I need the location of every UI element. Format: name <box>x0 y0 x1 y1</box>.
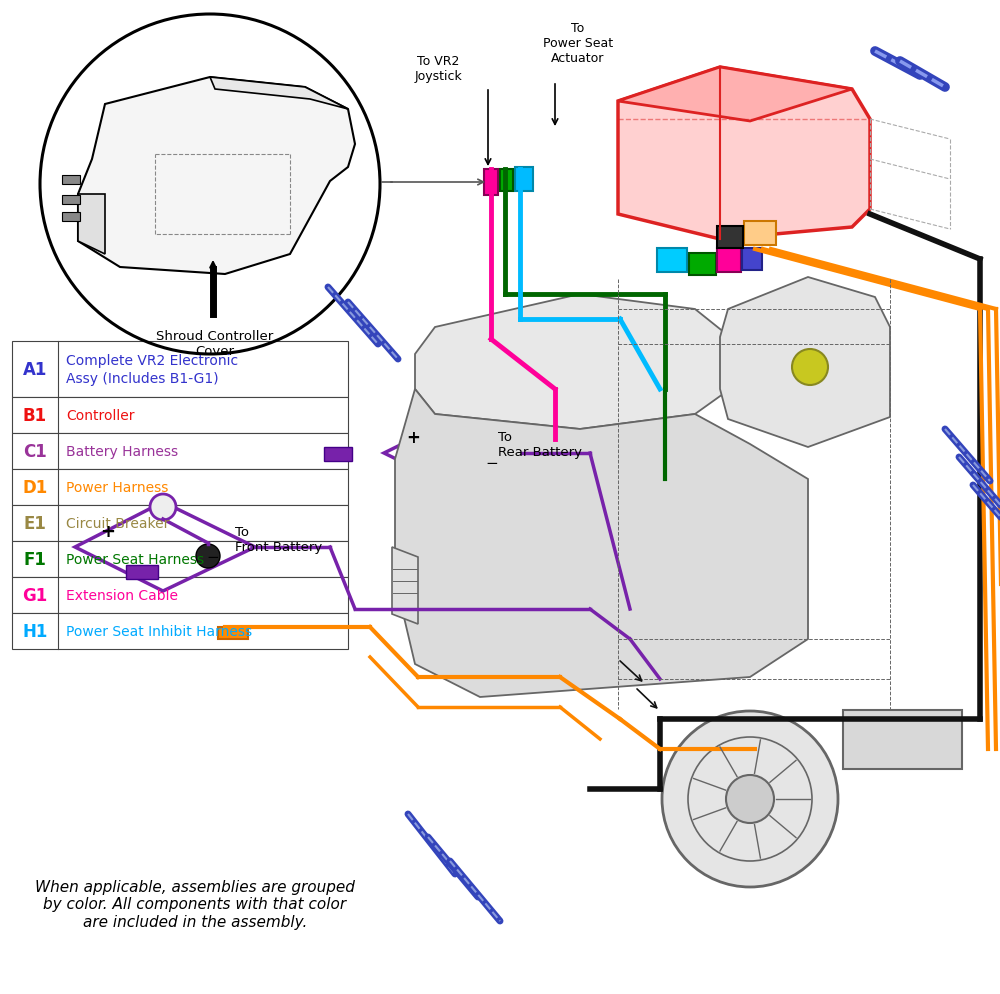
FancyBboxPatch shape <box>484 170 498 196</box>
Text: +: + <box>406 428 420 446</box>
Text: Extension Cable: Extension Cable <box>66 588 178 602</box>
Text: Power Seat Harness: Power Seat Harness <box>66 553 204 567</box>
Text: Assy (Includes B1-G1): Assy (Includes B1-G1) <box>66 372 219 386</box>
Circle shape <box>662 712 838 887</box>
Circle shape <box>196 545 220 569</box>
Text: Complete VR2 Electronic: Complete VR2 Electronic <box>66 354 238 368</box>
FancyBboxPatch shape <box>218 627 248 639</box>
Bar <box>12 342 348 398</box>
Bar <box>12 398 348 433</box>
Text: A1: A1 <box>23 361 47 379</box>
FancyBboxPatch shape <box>744 222 776 246</box>
Text: To
Rear Battery: To Rear Battery <box>498 430 582 458</box>
Text: Circuit Breaker: Circuit Breaker <box>66 517 169 531</box>
Polygon shape <box>415 294 730 429</box>
Text: −: − <box>486 456 498 471</box>
Text: Controller: Controller <box>66 409 135 422</box>
Text: H1: H1 <box>22 622 48 640</box>
Text: To VR2
Joystick: To VR2 Joystick <box>414 55 462 83</box>
Text: E1: E1 <box>24 515 46 533</box>
FancyBboxPatch shape <box>717 248 741 272</box>
Polygon shape <box>78 78 355 274</box>
Text: −: − <box>207 550 219 565</box>
FancyBboxPatch shape <box>62 196 80 205</box>
Text: To
Power Seat
Actuator: To Power Seat Actuator <box>543 22 613 65</box>
Text: Battery Harness: Battery Harness <box>66 444 178 458</box>
Bar <box>12 613 348 649</box>
Text: Power Seat Inhibit Harness: Power Seat Inhibit Harness <box>66 624 252 638</box>
Polygon shape <box>78 195 105 254</box>
FancyBboxPatch shape <box>126 566 158 580</box>
Polygon shape <box>618 68 870 240</box>
FancyBboxPatch shape <box>657 248 687 272</box>
Circle shape <box>441 413 465 436</box>
Circle shape <box>726 775 774 823</box>
FancyBboxPatch shape <box>843 711 962 769</box>
Polygon shape <box>392 548 418 624</box>
Polygon shape <box>395 390 808 698</box>
Text: Power Harness: Power Harness <box>66 480 168 494</box>
FancyBboxPatch shape <box>62 176 80 185</box>
Bar <box>12 542 348 578</box>
Circle shape <box>792 350 828 386</box>
Text: D1: D1 <box>22 478 48 496</box>
Text: B1: B1 <box>23 407 47 424</box>
FancyBboxPatch shape <box>62 213 80 222</box>
Text: F1: F1 <box>24 551 46 569</box>
FancyBboxPatch shape <box>717 227 743 248</box>
Polygon shape <box>618 68 852 122</box>
Text: G1: G1 <box>22 586 48 604</box>
FancyBboxPatch shape <box>689 253 716 275</box>
Text: C1: C1 <box>23 442 47 460</box>
Bar <box>12 469 348 506</box>
FancyBboxPatch shape <box>500 170 513 192</box>
Bar <box>12 578 348 613</box>
Polygon shape <box>720 277 890 447</box>
Circle shape <box>487 451 507 471</box>
Circle shape <box>150 494 176 521</box>
FancyBboxPatch shape <box>324 447 352 461</box>
FancyBboxPatch shape <box>742 248 762 270</box>
FancyBboxPatch shape <box>515 168 533 192</box>
Bar <box>12 433 348 469</box>
Text: When applicable, assemblies are grouped
by color. All components with that color: When applicable, assemblies are grouped … <box>35 879 355 928</box>
Bar <box>12 506 348 542</box>
Polygon shape <box>210 78 348 110</box>
Text: Shroud Controller
Cover: Shroud Controller Cover <box>156 330 274 358</box>
Text: +: + <box>101 523 116 541</box>
Text: To
Front Battery: To Front Battery <box>235 526 322 554</box>
